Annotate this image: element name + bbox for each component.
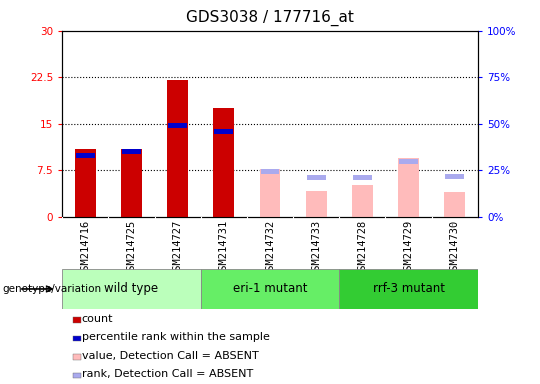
Bar	[121, 149, 142, 217]
Text: GSM214727: GSM214727	[173, 220, 183, 276]
Bar	[339, 269, 478, 309]
Bar	[353, 175, 372, 180]
Text: percentile rank within the sample: percentile rank within the sample	[82, 332, 269, 342]
Text: rrf-3 mutant: rrf-3 mutant	[373, 283, 444, 295]
Bar	[261, 169, 279, 174]
Bar	[168, 123, 187, 128]
Bar	[444, 192, 465, 217]
Bar	[62, 269, 201, 309]
Text: GSM214733: GSM214733	[311, 220, 321, 276]
Bar	[260, 169, 280, 217]
Text: wild type: wild type	[104, 283, 158, 295]
Bar	[214, 129, 233, 134]
Bar	[307, 175, 326, 180]
Text: eri-1 mutant: eri-1 mutant	[233, 283, 307, 295]
Text: GDS3038 / 177716_at: GDS3038 / 177716_at	[186, 10, 354, 26]
Text: GSM214732: GSM214732	[265, 220, 275, 276]
Text: GSM214716: GSM214716	[80, 220, 90, 276]
Bar	[75, 149, 96, 217]
Bar	[446, 174, 464, 179]
Text: rank, Detection Call = ABSENT: rank, Detection Call = ABSENT	[82, 369, 253, 379]
Text: GSM214731: GSM214731	[219, 220, 229, 276]
Bar	[167, 80, 188, 217]
Bar	[76, 153, 94, 158]
Text: count: count	[82, 314, 113, 324]
Bar	[398, 158, 419, 217]
Text: genotype/variation: genotype/variation	[3, 284, 102, 294]
Bar	[213, 108, 234, 217]
Text: GSM214730: GSM214730	[450, 220, 460, 276]
Text: GSM214729: GSM214729	[403, 220, 414, 276]
Bar	[399, 159, 418, 164]
Bar	[122, 149, 141, 154]
Bar	[352, 185, 373, 217]
Bar	[201, 269, 339, 309]
Bar	[306, 191, 327, 217]
Text: GSM214728: GSM214728	[357, 220, 367, 276]
Text: value, Detection Call = ABSENT: value, Detection Call = ABSENT	[82, 351, 259, 361]
Text: GSM214725: GSM214725	[126, 220, 137, 276]
